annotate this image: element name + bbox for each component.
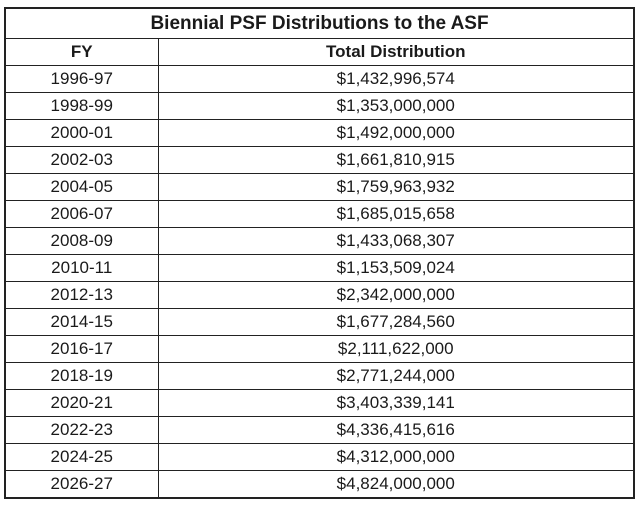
column-header-total-distribution: Total Distribution [157,38,635,66]
fy-cell: 2008-09 [4,227,159,255]
fy-cell: 2014-15 [4,308,159,336]
fy-cell: 2000-01 [4,119,159,147]
table-row: 2016-17 $2,111,622,000 [4,335,635,363]
table-row: 1998-99 $1,353,000,000 [4,92,635,120]
total-distribution-cell: $2,771,244,000 [157,362,635,390]
column-header-fy: FY [4,38,159,66]
table-row: 2010-11 $1,153,509,024 [4,254,635,282]
total-distribution-cell: $4,824,000,000 [157,470,635,499]
fy-cell: 2018-19 [4,362,159,390]
table-body: 1996-97 $1,432,996,574 1998-99 $1,353,000,0… [4,65,635,499]
total-distribution-cell: $3,403,339,141 [157,389,635,417]
total-distribution-cell: $4,312,000,000 [157,443,635,471]
fy-cell: 1998-99 [4,92,159,120]
fy-cell: 2022-23 [4,416,159,444]
total-distribution-cell: $1,685,015,658 [157,200,635,228]
total-distribution-cell: $1,153,509,024 [157,254,635,282]
table-row: 2004-05 $1,759,963,932 [4,173,635,201]
fy-cell: 2006-07 [4,200,159,228]
fy-cell: 2010-11 [4,254,159,282]
table-row: 2012-13 $2,342,000,000 [4,281,635,309]
title-row: Biennial PSF Distributions to the ASF [4,7,635,39]
total-distribution-cell: $1,432,996,574 [157,65,635,93]
fy-cell: 2020-21 [4,389,159,417]
total-distribution-cell: $1,677,284,560 [157,308,635,336]
table-row: 2006-07 $1,685,015,658 [4,200,635,228]
fy-cell: 2024-25 [4,443,159,471]
table-row: 2022-23 $4,336,415,616 [4,416,635,444]
fy-cell: 2004-05 [4,173,159,201]
fy-cell: 2016-17 [4,335,159,363]
total-distribution-cell: $1,433,068,307 [157,227,635,255]
fy-cell: 2012-13 [4,281,159,309]
header-row: FY Total Distribution [4,38,635,66]
table-title: Biennial PSF Distributions to the ASF [4,7,635,39]
fy-cell: 1996-97 [4,65,159,93]
total-distribution-cell: $1,661,810,915 [157,146,635,174]
total-distribution-cell: $1,353,000,000 [157,92,635,120]
table-row: 2020-21 $3,403,339,141 [4,389,635,417]
fy-cell: 2002-03 [4,146,159,174]
table-row: 2008-09 $1,433,068,307 [4,227,635,255]
table-row: 2000-01 $1,492,000,000 [4,119,635,147]
total-distribution-cell: $2,111,622,000 [157,335,635,363]
total-distribution-cell: $1,759,963,932 [157,173,635,201]
table-row: 2018-19 $2,771,244,000 [4,362,635,390]
fy-cell: 2026-27 [4,470,159,499]
table-row: 2014-15 $1,677,284,560 [4,308,635,336]
table-row: 2024-25 $4,312,000,000 [4,443,635,471]
psf-distributions-table: Biennial PSF Distributions to the ASF FY… [4,7,636,499]
table-row: 2026-27 $4,824,000,000 [4,470,635,499]
table-row: 2002-03 $1,661,810,915 [4,146,635,174]
total-distribution-cell: $2,342,000,000 [157,281,635,309]
total-distribution-cell: $4,336,415,616 [157,416,635,444]
table-row: 1996-97 $1,432,996,574 [4,65,635,93]
total-distribution-cell: $1,492,000,000 [157,119,635,147]
